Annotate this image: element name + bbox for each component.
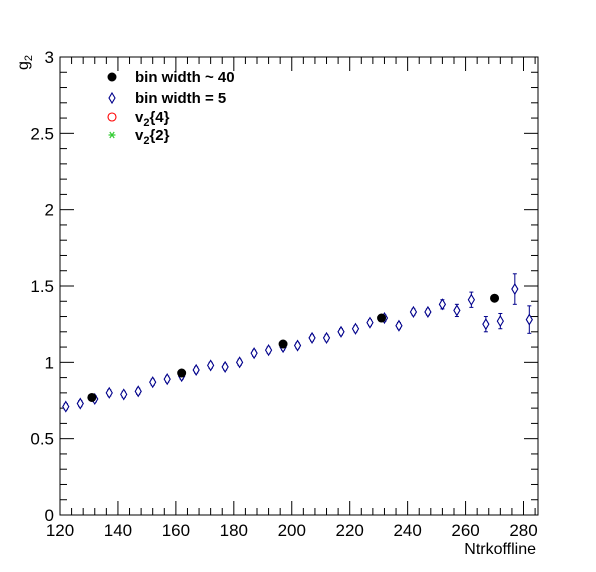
x-tick-label: 280 [509,521,537,540]
data-point-bin40 [87,392,97,402]
x-tick-label: 240 [393,521,421,540]
y-tick-label: 2.5 [30,124,54,143]
y-tick-label: 1.5 [30,277,54,296]
data-point-bin5 [525,313,533,326]
x-tick-label: 180 [220,521,248,540]
x-tick-label: 220 [336,521,364,540]
plot-frame [59,56,539,516]
data-point-bin5 [395,319,403,332]
legend-label-main: bin width = 5 [135,90,226,107]
axis-ticks [59,56,538,516]
data-point-bin5 [207,359,215,372]
y-axis-title-main: g [15,61,32,70]
data-point-bin5 [149,376,157,389]
legend-label: v2{4} [135,109,170,129]
data-point-bin5 [293,339,302,352]
data-point-bin5 [467,293,476,306]
star-stroke [109,131,115,139]
x-tick-label: 140 [104,521,132,540]
data-point-bin5 [163,373,171,386]
data-point-bin5 [351,322,360,335]
legend-label-suffix: {2} [149,127,169,144]
y-tick-label: 3 [45,48,54,67]
data-point-bin5 [264,344,273,357]
legend-label: bin width = 5 [135,90,226,107]
data-point-bin5 [105,386,113,399]
x-tick-label: 160 [162,521,190,540]
data-point-bin5 [496,315,504,328]
y-tick-label: 2 [45,201,54,220]
legend-marker [107,72,117,82]
legend-label-main: v [135,127,144,144]
legend-marker [108,91,116,105]
data-point-bin5 [366,316,374,329]
data-point-bin5 [453,304,461,317]
data-point-bin5 [511,282,519,296]
y-tick-label: 1 [45,353,54,372]
legend-marker [108,131,116,139]
legend-label: bin width ~ 40 [135,69,235,86]
data-point-bin5 [322,331,331,344]
data-point-bin5 [221,360,229,373]
data-point-bin5 [120,388,128,401]
legend-label-sub: 2 [143,117,149,129]
x-tick-label: 120 [46,521,74,540]
data-point-bin40 [177,368,187,378]
data-point-bin5 [235,356,244,369]
data-point-bin5 [424,305,432,319]
data-point-bin5 [308,331,316,344]
data-point-bin5 [409,305,418,319]
legend-label: v2{2} [135,127,170,147]
data-point-bin5 [250,347,258,360]
y-tick-labels: 0 0.5 1 1.5 2 2.5 3 [30,48,54,525]
legend-label-main: v [135,109,144,126]
data-point-bin5 [482,318,490,331]
legend-label-main: bin width ~ 40 [135,69,235,86]
data-point-bin5 [62,400,70,413]
data-point-bin5 [134,385,142,398]
x-tick-label: 200 [278,521,306,540]
legend-marker [107,112,117,122]
y-tick-label: 0.5 [30,430,54,449]
x-tick-label: 260 [451,521,479,540]
x-axis-title: Ntrkoffline [464,541,536,558]
data-point-bin5 [192,363,200,377]
data-point-bin40 [377,313,387,323]
data-point-bin5 [438,298,447,311]
data-point-bin40 [278,339,288,349]
data-point-bin5 [337,325,345,338]
y-axis-title: g2 [15,55,35,70]
legend-label-sub: 2 [143,135,149,147]
data-marks [62,273,533,413]
y-tick-label: 0 [45,506,54,525]
data-point-bin5 [76,397,84,410]
legend-label-suffix: {4} [149,109,169,126]
y-axis-title-sub: 2 [23,55,35,61]
x-tick-labels: 120 140 160 180 200 220 240 260 280 [46,521,538,540]
data-point-bin40 [490,293,500,303]
